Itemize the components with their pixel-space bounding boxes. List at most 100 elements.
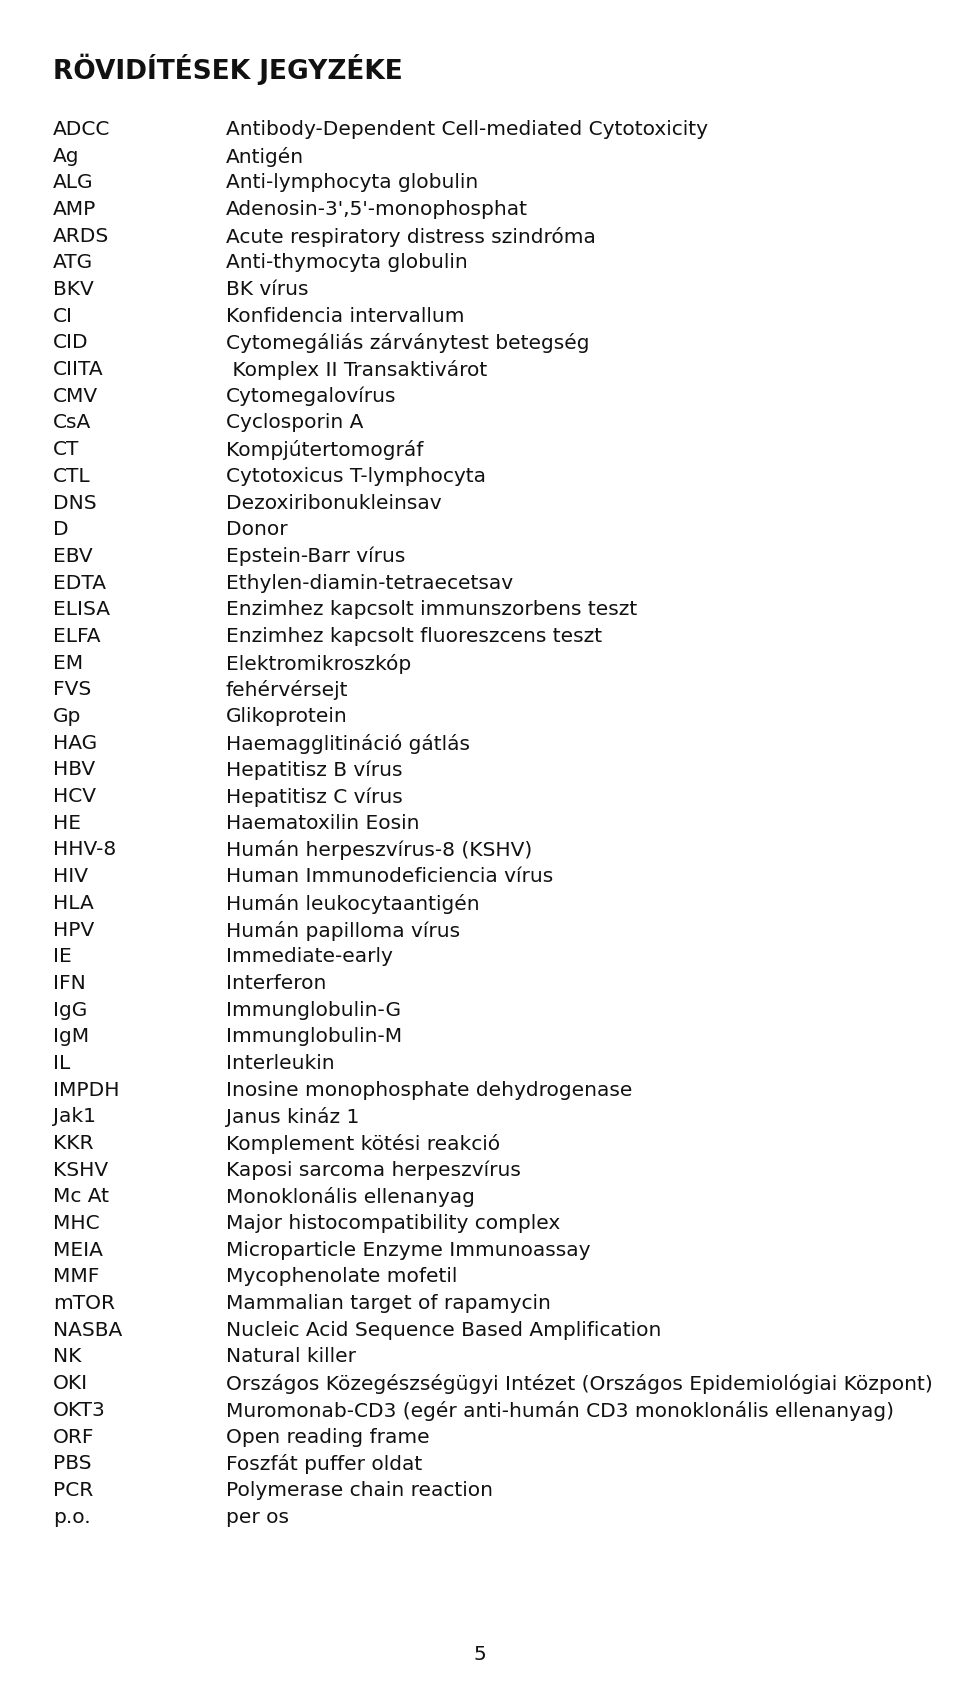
Text: Enzimhez kapcsolt immunszorbens teszt: Enzimhez kapcsolt immunszorbens teszt: [226, 600, 636, 620]
Text: Humán papilloma vírus: Humán papilloma vírus: [226, 921, 460, 941]
Text: Inosine monophosphate dehydrogenase: Inosine monophosphate dehydrogenase: [226, 1081, 632, 1100]
Text: MEIA: MEIA: [53, 1241, 103, 1260]
Text: Antibody-Dependent Cell-mediated Cytotoxicity: Antibody-Dependent Cell-mediated Cytotox…: [226, 120, 708, 138]
Text: CTL: CTL: [53, 466, 90, 486]
Text: Acute respiratory distress szindróma: Acute respiratory distress szindróma: [226, 226, 595, 247]
Text: HCV: HCV: [53, 787, 96, 806]
Text: IL: IL: [53, 1054, 70, 1073]
Text: Jak1: Jak1: [53, 1108, 96, 1127]
Text: Humán herpeszvírus-8 (KSHV): Humán herpeszvírus-8 (KSHV): [226, 841, 532, 860]
Text: Komplement kötési reakció: Komplement kötési reakció: [226, 1133, 500, 1154]
Text: 5: 5: [473, 1645, 487, 1664]
Text: ELISA: ELISA: [53, 600, 109, 620]
Text: Human Immunodeficiencia vírus: Human Immunodeficiencia vírus: [226, 866, 553, 887]
Text: Komplex II Transaktivárot: Komplex II Transaktivárot: [226, 360, 487, 380]
Text: Monoklonális ellenanyag: Monoklonális ellenanyag: [226, 1187, 474, 1208]
Text: Kompjútertomográf: Kompjútertomográf: [226, 441, 423, 459]
Text: OKT3: OKT3: [53, 1400, 106, 1420]
Text: HBV: HBV: [53, 760, 95, 779]
Text: D: D: [53, 520, 68, 539]
Text: Hepatitisz C vírus: Hepatitisz C vírus: [226, 787, 402, 807]
Text: Mycophenolate mofetil: Mycophenolate mofetil: [226, 1267, 457, 1287]
Text: CMV: CMV: [53, 387, 98, 405]
Text: IgG: IgG: [53, 1000, 87, 1020]
Text: MHC: MHC: [53, 1214, 100, 1233]
Text: HLA: HLA: [53, 893, 93, 912]
Text: IE: IE: [53, 948, 72, 966]
Text: Anti-lymphocyta globulin: Anti-lymphocyta globulin: [226, 174, 478, 193]
Text: ORF: ORF: [53, 1427, 94, 1446]
Text: Open reading frame: Open reading frame: [226, 1427, 429, 1446]
Text: AMP: AMP: [53, 199, 96, 220]
Text: CI: CI: [53, 307, 73, 326]
Text: Interleukin: Interleukin: [226, 1054, 334, 1073]
Text: IMPDH: IMPDH: [53, 1081, 119, 1100]
Text: Foszfát puffer oldat: Foszfát puffer oldat: [226, 1454, 421, 1474]
Text: Immediate-early: Immediate-early: [226, 948, 393, 966]
Text: p.o.: p.o.: [53, 1508, 90, 1527]
Text: Adenosin-3',5'-monophosphat: Adenosin-3',5'-monophosphat: [226, 199, 528, 220]
Text: HE: HE: [53, 814, 81, 833]
Text: DNS: DNS: [53, 493, 96, 512]
Text: BK vírus: BK vírus: [226, 280, 308, 299]
Text: HAG: HAG: [53, 733, 97, 753]
Text: FVS: FVS: [53, 681, 91, 699]
Text: Cytomegáliás zárványtest betegség: Cytomegáliás zárványtest betegség: [226, 333, 589, 353]
Text: Major histocompatibility complex: Major histocompatibility complex: [226, 1214, 560, 1233]
Text: Janus kináz 1: Janus kináz 1: [226, 1108, 359, 1127]
Text: Cytotoxicus T-lymphocyta: Cytotoxicus T-lymphocyta: [226, 466, 486, 486]
Text: KKR: KKR: [53, 1133, 93, 1154]
Text: ARDS: ARDS: [53, 226, 109, 245]
Text: Humán leukocytaantigén: Humán leukocytaantigén: [226, 893, 479, 914]
Text: ELFA: ELFA: [53, 627, 100, 645]
Text: KSHV: KSHV: [53, 1160, 108, 1179]
Text: Mc At: Mc At: [53, 1187, 108, 1206]
Text: mTOR: mTOR: [53, 1294, 115, 1312]
Text: Immunglobulin-M: Immunglobulin-M: [226, 1027, 401, 1045]
Text: PCR: PCR: [53, 1481, 93, 1500]
Text: Konfidencia intervallum: Konfidencia intervallum: [226, 307, 464, 326]
Text: Dezoxiribonukleinsav: Dezoxiribonukleinsav: [226, 493, 442, 512]
Text: EBV: EBV: [53, 547, 92, 566]
Text: Immunglobulin-G: Immunglobulin-G: [226, 1000, 400, 1020]
Text: per os: per os: [226, 1508, 289, 1527]
Text: Haematoxilin Eosin: Haematoxilin Eosin: [226, 814, 420, 833]
Text: Haemagglitináció gátlás: Haemagglitináció gátlás: [226, 733, 469, 753]
Text: Ag: Ag: [53, 147, 80, 166]
Text: Muromonab-CD3 (egér anti-humán CD3 monoklonális ellenanyag): Muromonab-CD3 (egér anti-humán CD3 monok…: [226, 1400, 894, 1420]
Text: ADCC: ADCC: [53, 120, 110, 138]
Text: Donor: Donor: [226, 520, 287, 539]
Text: Mammalian target of rapamycin: Mammalian target of rapamycin: [226, 1294, 550, 1312]
Text: PBS: PBS: [53, 1454, 91, 1473]
Text: IFN: IFN: [53, 975, 85, 993]
Text: Polymerase chain reaction: Polymerase chain reaction: [226, 1481, 492, 1500]
Text: Natural killer: Natural killer: [226, 1348, 355, 1366]
Text: HPV: HPV: [53, 921, 94, 939]
Text: RÖVIDÍTÉSEK JEGYZÉKE: RÖVIDÍTÉSEK JEGYZÉKE: [53, 54, 402, 86]
Text: Cytomegalovírus: Cytomegalovírus: [226, 387, 396, 407]
Text: NK: NK: [53, 1348, 82, 1366]
Text: Interferon: Interferon: [226, 975, 326, 993]
Text: Enzimhez kapcsolt fluoreszcens teszt: Enzimhez kapcsolt fluoreszcens teszt: [226, 627, 602, 645]
Text: Anti-thymocyta globulin: Anti-thymocyta globulin: [226, 253, 468, 272]
Text: OKI: OKI: [53, 1375, 88, 1393]
Text: Elektromikroszkóp: Elektromikroszkóp: [226, 654, 411, 674]
Text: IgM: IgM: [53, 1027, 89, 1045]
Text: Glikoprotein: Glikoprotein: [226, 708, 348, 726]
Text: Országos Közegészségügyi Intézet (Országos Epidemiológiai Központ): Országos Közegészségügyi Intézet (Ország…: [226, 1375, 932, 1393]
Text: ALG: ALG: [53, 174, 93, 193]
Text: CsA: CsA: [53, 414, 91, 432]
Text: Microparticle Enzyme Immunoassay: Microparticle Enzyme Immunoassay: [226, 1241, 590, 1260]
Text: CID: CID: [53, 333, 88, 353]
Text: ATG: ATG: [53, 253, 93, 272]
Text: NASBA: NASBA: [53, 1321, 122, 1339]
Text: CT: CT: [53, 441, 79, 459]
Text: CIITA: CIITA: [53, 360, 104, 378]
Text: MMF: MMF: [53, 1267, 99, 1287]
Text: Nucleic Acid Sequence Based Amplification: Nucleic Acid Sequence Based Amplificatio…: [226, 1321, 661, 1339]
Text: EDTA: EDTA: [53, 574, 106, 593]
Text: Hepatitisz B vírus: Hepatitisz B vírus: [226, 760, 402, 780]
Text: HIV: HIV: [53, 866, 87, 887]
Text: Ethylen-diamin-tetraecetsav: Ethylen-diamin-tetraecetsav: [226, 574, 513, 593]
Text: Cyclosporin A: Cyclosporin A: [226, 414, 363, 432]
